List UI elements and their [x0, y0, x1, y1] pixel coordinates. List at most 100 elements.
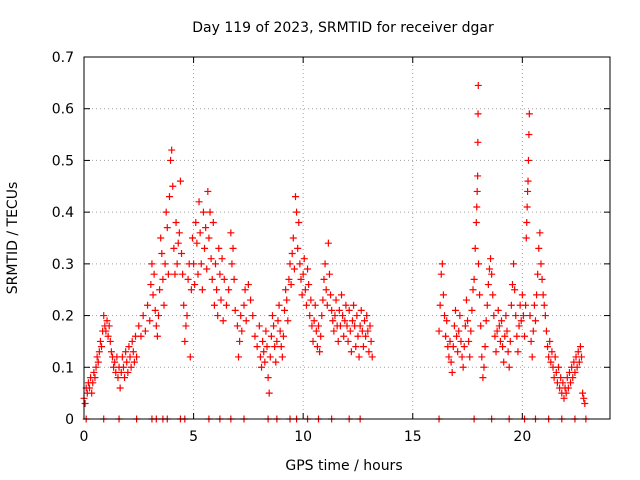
data-point — [285, 275, 293, 283]
data-point — [578, 353, 586, 361]
data-point — [284, 317, 292, 325]
data-point — [353, 312, 361, 320]
data-point — [446, 337, 454, 345]
data-point — [438, 260, 446, 268]
data-point — [544, 343, 552, 351]
x-tick-label: 15 — [404, 429, 422, 445]
data-point — [128, 337, 136, 345]
data-point — [484, 281, 492, 289]
data-point — [366, 322, 374, 330]
data-point — [461, 322, 469, 330]
data-point — [343, 322, 351, 330]
data-point — [455, 327, 463, 335]
data-point — [312, 327, 320, 335]
data-point — [283, 296, 291, 304]
data-point — [173, 260, 181, 268]
x-tick-label: 20 — [513, 429, 531, 445]
data-point — [479, 374, 487, 382]
data-point — [198, 286, 206, 294]
data-point — [190, 260, 198, 268]
data-point — [156, 286, 164, 294]
data-point — [215, 244, 223, 252]
data-point — [124, 368, 132, 376]
data-point — [117, 368, 125, 376]
data-point — [502, 312, 510, 320]
data-point — [202, 224, 210, 232]
data-point — [346, 327, 354, 335]
data-point — [335, 306, 343, 314]
data-point — [548, 348, 556, 356]
data-point — [327, 291, 335, 299]
data-point — [478, 353, 486, 361]
data-point — [184, 275, 192, 283]
data-point — [272, 358, 280, 366]
chart-title: Day 119 of 2023, SRMTID for receiver dga… — [192, 20, 494, 36]
data-point — [496, 337, 504, 345]
data-point — [506, 337, 514, 345]
data-point — [227, 229, 235, 237]
data-point — [474, 138, 482, 146]
data-point — [96, 337, 104, 345]
data-point — [571, 368, 579, 376]
data-point — [89, 379, 97, 387]
data-point — [507, 301, 515, 309]
data-point — [519, 312, 527, 320]
data-point — [279, 332, 287, 340]
data-point — [122, 348, 130, 356]
y-tick-label: 0.7 — [52, 50, 74, 66]
data-point — [436, 301, 444, 309]
data-point — [442, 332, 450, 340]
data-point — [197, 260, 205, 268]
data-point — [447, 358, 455, 366]
data-point — [567, 379, 575, 387]
data-point — [365, 348, 373, 356]
data-point — [127, 363, 135, 371]
data-point — [264, 374, 272, 382]
x-axis-label: GPS time / hours — [285, 458, 402, 474]
data-point — [511, 286, 519, 294]
data-point — [575, 358, 583, 366]
data-point — [196, 229, 204, 237]
data-point — [524, 156, 532, 164]
data-point — [249, 312, 257, 320]
data-point — [521, 332, 529, 340]
data-point — [338, 291, 346, 299]
data-point — [174, 239, 182, 247]
data-point — [289, 234, 297, 242]
data-point — [219, 317, 227, 325]
data-point — [130, 358, 138, 366]
data-point — [266, 353, 274, 361]
data-point — [106, 337, 114, 345]
data-point — [475, 260, 482, 268]
data-point — [356, 322, 364, 330]
data-point — [146, 317, 154, 325]
data-point — [562, 389, 570, 397]
data-point — [193, 239, 201, 247]
data-point — [94, 358, 102, 366]
data-point — [361, 317, 369, 325]
data-point — [469, 286, 477, 294]
data-point — [472, 218, 480, 226]
data-point — [294, 244, 302, 252]
data-point — [482, 317, 490, 325]
data-point — [491, 332, 499, 340]
data-point — [341, 317, 349, 325]
data-point — [162, 208, 170, 216]
data-point — [216, 270, 224, 278]
data-point — [533, 291, 541, 299]
data-point — [470, 275, 478, 283]
data-point — [339, 312, 347, 320]
data-point — [437, 270, 445, 278]
data-point — [529, 327, 537, 335]
data-point — [129, 348, 137, 356]
data-point — [336, 322, 344, 330]
data-point — [573, 363, 581, 371]
data-point — [275, 301, 283, 309]
data-point — [210, 301, 218, 309]
data-point — [225, 286, 233, 294]
data-point — [579, 389, 587, 397]
data-point — [296, 260, 304, 268]
data-point — [462, 296, 470, 304]
data-point — [98, 343, 106, 351]
data-point — [493, 327, 501, 335]
